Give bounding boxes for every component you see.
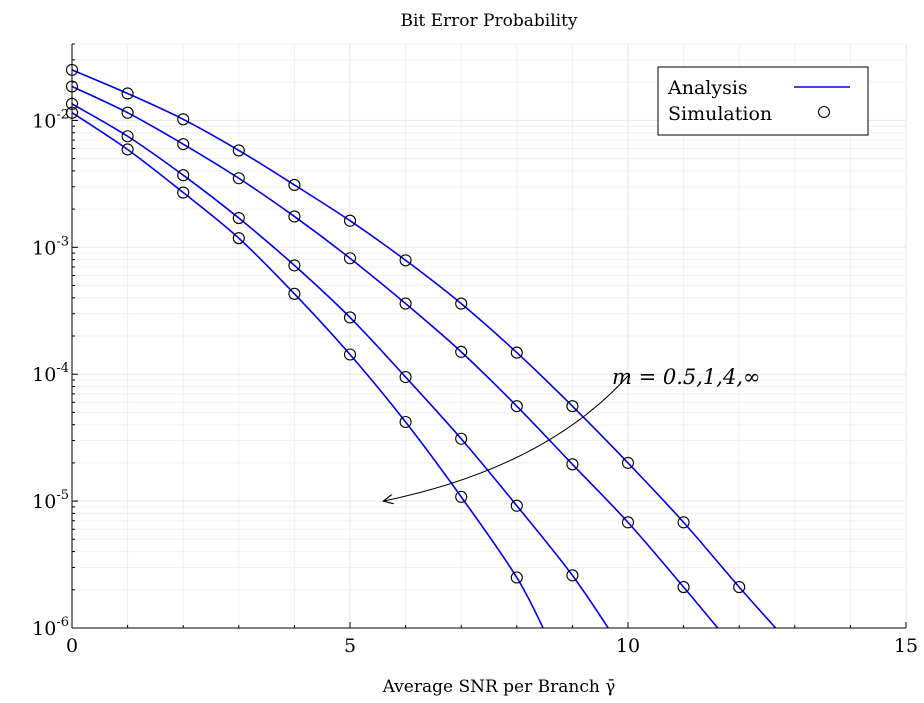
simulation-point <box>288 259 301 272</box>
simulation-point <box>288 210 301 223</box>
simulation-point <box>399 254 412 267</box>
x-axis-label: Average SNR per Branch γ̄ <box>382 677 616 697</box>
simulation-point <box>677 581 690 594</box>
y-tick-label: 10-2 <box>32 107 69 132</box>
simulation-point <box>343 214 357 227</box>
legend-label: Simulation <box>668 103 772 125</box>
simulation-point <box>232 232 245 245</box>
simulation-point <box>343 311 357 324</box>
x-tick-label: 0 <box>66 635 78 657</box>
series-layer <box>65 63 777 628</box>
simulation-point <box>566 569 579 582</box>
simulation-point <box>232 172 245 185</box>
analysis-curve-1 <box>72 69 777 628</box>
simulation-point <box>121 106 134 119</box>
annotation-layer: m = 0.5,1,4,∞ <box>383 365 761 501</box>
simulation-point <box>399 297 412 310</box>
simulation-point <box>288 287 301 300</box>
simulation-point <box>733 581 746 594</box>
simulation-point <box>455 490 468 503</box>
analysis-curve-2 <box>72 85 719 628</box>
simulation-point <box>343 252 357 265</box>
y-tick-label: 10-4 <box>32 361 69 386</box>
y-tick-label: 10-3 <box>32 234 69 259</box>
simulation-point <box>232 212 245 225</box>
legend-circle-swatch <box>817 105 831 119</box>
simulation-point <box>121 130 134 143</box>
simulation-point <box>510 346 523 359</box>
analysis-curve-4 <box>72 112 544 628</box>
simulation-point <box>566 400 579 413</box>
simulation-point <box>288 178 301 191</box>
simulation-point <box>566 458 579 471</box>
simulation-point <box>621 516 635 529</box>
chart-title: Bit Error Probability <box>400 11 577 31</box>
axes: 0 5 10 15 10-2 10-3 10-4 10-5 10-6 Bit Error Prob… <box>32 11 918 697</box>
simulation-point <box>510 400 523 413</box>
simulation-point <box>677 516 690 529</box>
simulation-point <box>177 186 190 199</box>
simulation-point <box>399 415 412 429</box>
simulation-point <box>121 87 134 100</box>
y-tick-label: 10-5 <box>32 488 69 513</box>
simulation-point <box>177 138 190 151</box>
simulation-point <box>510 571 523 584</box>
legend-box <box>657 66 869 136</box>
simulation-point <box>455 432 468 445</box>
simulation-point <box>510 499 523 512</box>
simulation-point <box>399 370 412 384</box>
legend-label: Analysis <box>667 77 748 99</box>
annotation-arrow <box>383 373 631 501</box>
x-tick-label: 10 <box>616 635 640 657</box>
simulation-point <box>177 169 190 182</box>
simulation-point <box>232 144 245 157</box>
annotation-text: m = 0.5,1,4,∞ <box>612 365 761 389</box>
x-tick-label: 5 <box>344 635 356 657</box>
simulation-point <box>343 348 357 361</box>
simulation-point <box>177 113 190 126</box>
simulation-point <box>621 456 635 469</box>
analysis-curve-3 <box>72 103 610 628</box>
legend: Analysis Simulation <box>657 66 869 136</box>
grid <box>71 43 907 629</box>
x-tick-label: 15 <box>894 635 918 657</box>
simulation-point <box>121 143 134 156</box>
simulation-point <box>455 345 468 358</box>
y-tick-label: 10-6 <box>32 615 69 640</box>
simulation-point <box>455 297 468 310</box>
